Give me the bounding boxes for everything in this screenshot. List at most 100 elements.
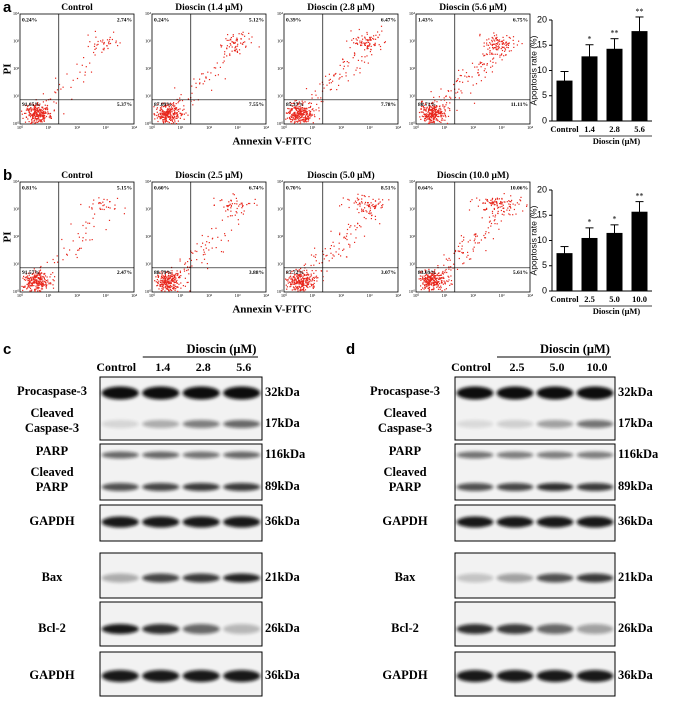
event-dot xyxy=(511,200,512,201)
event-dot xyxy=(423,281,424,282)
event-dot xyxy=(440,111,441,112)
event-dot xyxy=(462,241,463,242)
protein-label: Procaspase-3 xyxy=(370,384,440,398)
band xyxy=(102,670,139,682)
band xyxy=(577,624,614,634)
event-dot xyxy=(209,79,210,80)
event-dot xyxy=(379,34,380,35)
band xyxy=(223,517,260,528)
event-dot xyxy=(112,39,113,40)
event-dot xyxy=(308,107,309,108)
band xyxy=(497,517,534,528)
event-dot xyxy=(432,111,433,112)
event-dot xyxy=(301,111,302,112)
event-dot xyxy=(428,285,429,286)
event-dot xyxy=(254,203,255,204)
event-dot xyxy=(298,120,299,121)
event-dot xyxy=(476,66,477,67)
event-dot xyxy=(85,233,86,234)
event-dot xyxy=(33,285,34,286)
x-axis-label: Annexin V-FITC xyxy=(232,304,311,316)
quadrant-value: 88.79% xyxy=(154,270,172,276)
event-dot xyxy=(492,211,493,212)
event-dot xyxy=(97,44,98,45)
event-dot xyxy=(378,199,379,200)
blot-box xyxy=(455,602,615,646)
event-dot xyxy=(504,193,505,194)
event-dot xyxy=(361,198,362,199)
event-dot xyxy=(171,286,172,287)
event-dot xyxy=(428,277,429,278)
event-dot xyxy=(169,122,170,123)
event-dot xyxy=(440,122,441,123)
event-dot xyxy=(474,247,475,248)
event-dot xyxy=(482,53,483,54)
event-dot xyxy=(446,102,447,103)
event-dot xyxy=(82,65,83,66)
event-dot xyxy=(125,208,126,209)
event-dot xyxy=(160,280,161,281)
event-dot xyxy=(42,110,43,111)
event-dot xyxy=(419,278,420,279)
event-dot xyxy=(504,202,505,203)
event-dot xyxy=(185,278,186,279)
event-dot xyxy=(102,209,103,210)
band xyxy=(142,574,179,583)
decade-label: 10⁰ xyxy=(409,121,416,126)
event-dot xyxy=(167,281,168,282)
event-dot xyxy=(285,279,286,280)
event-dot xyxy=(54,276,55,277)
event-dot xyxy=(27,118,28,119)
event-dot xyxy=(421,112,422,113)
event-dot xyxy=(124,213,125,214)
event-dot xyxy=(354,202,355,203)
event-dot xyxy=(294,115,295,116)
event-dot xyxy=(227,216,228,217)
event-dot xyxy=(54,91,55,92)
event-dot xyxy=(204,254,205,255)
event-dot xyxy=(206,248,207,249)
event-dot xyxy=(238,206,239,207)
event-dot xyxy=(367,46,368,47)
event-dot xyxy=(429,287,430,288)
band xyxy=(102,452,139,459)
event-dot xyxy=(188,273,189,274)
event-dot xyxy=(360,45,361,46)
size-label: 36kDa xyxy=(618,668,653,682)
event-dot xyxy=(292,108,293,109)
event-dot xyxy=(448,277,449,278)
event-dot xyxy=(514,209,515,210)
event-dot xyxy=(495,199,496,200)
event-dot xyxy=(234,203,235,204)
event-dot xyxy=(339,205,340,206)
event-dot xyxy=(439,287,440,288)
event-dot xyxy=(57,89,58,90)
event-dot xyxy=(331,82,332,83)
event-dot xyxy=(182,114,183,115)
quadrant-value: 11.11% xyxy=(511,102,528,108)
event-dot xyxy=(486,44,487,45)
event-dot xyxy=(176,273,177,274)
decade-label: 10³ xyxy=(145,39,152,44)
event-dot xyxy=(177,291,178,292)
event-dot xyxy=(29,281,30,282)
event-dot xyxy=(446,269,447,270)
event-dot xyxy=(186,270,187,271)
event-dot xyxy=(101,52,102,53)
event-dot xyxy=(34,113,35,114)
event-dot xyxy=(175,108,176,109)
event-dot xyxy=(375,219,376,220)
event-dot xyxy=(41,109,42,110)
size-label: 36kDa xyxy=(265,668,300,682)
event-dot xyxy=(309,286,310,287)
event-dot xyxy=(233,193,234,194)
event-dot xyxy=(503,47,504,48)
decade-label: 10² xyxy=(145,234,152,239)
event-dot xyxy=(227,45,228,46)
event-dot xyxy=(431,284,432,285)
x-tick-label: 1.4 xyxy=(584,124,595,134)
event-dot xyxy=(154,118,155,119)
size-label: 17kDa xyxy=(618,416,653,430)
event-dot xyxy=(114,208,115,209)
blot-box xyxy=(455,377,615,440)
